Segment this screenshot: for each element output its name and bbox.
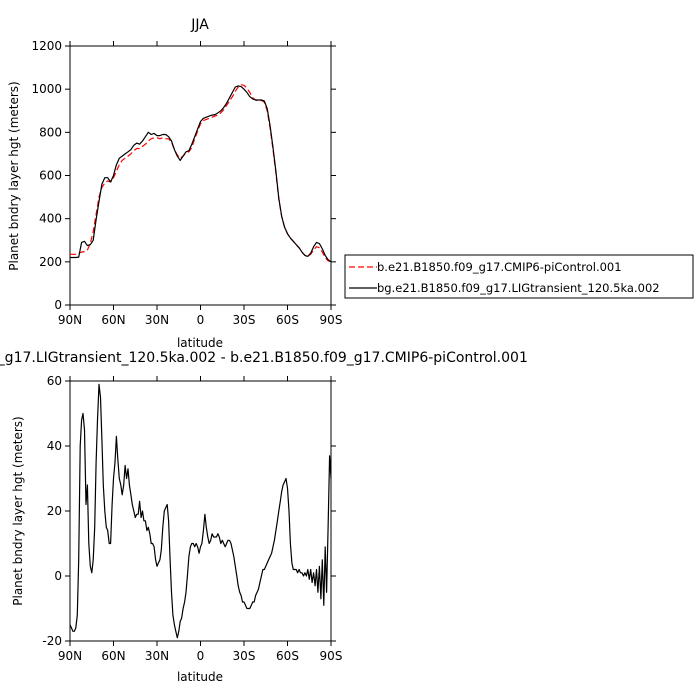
bottom-xlabel: latitude: [177, 670, 223, 684]
legend-label-control: b.e21.B1850.f09_g17.CMIP6-piControl.001: [377, 260, 622, 274]
bottom-ytick-label: -20: [42, 634, 62, 648]
legend-label-transient: bg.e21.B1850.f09_g17.LIGtransient_120.5k…: [377, 281, 660, 295]
bottom-xtick-label: 60N: [101, 649, 125, 663]
bottom-xtick-label: 90S: [320, 649, 343, 663]
bottom-title: bg.e21.B1850.f09_g17.LIGtransient_120.5k…: [0, 350, 528, 366]
top-xtick-label: 90N: [58, 313, 82, 327]
top-series-group: [70, 84, 332, 263]
top-xtick-label: 60S: [276, 313, 299, 327]
top-ytick-label: 200: [39, 255, 62, 269]
legend: b.e21.B1850.f09_g17.CMIP6-piControl.001 …: [344, 254, 694, 299]
bottom-ytick-label: 40: [47, 439, 62, 453]
bottom-axis-ticks: 90N 60N 30N 0 30S 60S 90S -20 0 20 40 60: [42, 374, 342, 663]
bottom-series-line-0: [69, 383, 332, 639]
top-ytick-label: 400: [39, 212, 62, 226]
bottom-xtick-label: 30N: [145, 649, 169, 663]
bottom-xtick-label: 0: [197, 649, 205, 663]
top-ytick-label: 800: [39, 125, 62, 139]
top-ytick-label: 0: [54, 298, 62, 312]
bottom-ytick-label: 60: [47, 374, 62, 388]
bottom-xtick-label: 60S: [276, 649, 299, 663]
legend-box: [344, 254, 694, 299]
top-series-line-1: [70, 85, 332, 263]
top-title: JJA: [190, 17, 209, 33]
top-xlabel: latitude: [177, 336, 223, 350]
top-ylabel: Planet bndry layer hgt (meters): [7, 81, 21, 271]
top-xtick-label: 90S: [320, 313, 343, 327]
top-xtick-label: 0: [197, 313, 205, 327]
top-xtick-label: 60N: [101, 313, 125, 327]
top-xtick-label: 30S: [233, 313, 256, 327]
panel-top: JJA 90N 60N 30N 0 30S 60S 90S 0 200 400 600 800 1000…: [7, 17, 694, 350]
top-series-line-0: [70, 84, 332, 263]
panel-bottom: bg.e21.B1850.f09_g17.LIGtransient_120.5k…: [0, 350, 528, 684]
top-xtick-label: 30N: [145, 313, 169, 327]
bottom-xtick-label: 30S: [233, 649, 256, 663]
bottom-series-group: [69, 383, 332, 639]
bottom-xtick-label: 90N: [58, 649, 82, 663]
top-axis-ticks: 90N 60N 30N 0 30S 60S 90S 0 200 400 600 800 1000 1200: [31, 39, 342, 327]
bottom-plot-frame: [69, 380, 332, 642]
bottom-ytick-label: 0: [54, 569, 62, 583]
top-ytick-label: 1000: [31, 82, 62, 96]
top-plot-frame: [69, 45, 332, 306]
bottom-ytick-label: 20: [47, 504, 62, 518]
top-ytick-label: 1200: [31, 39, 62, 53]
top-ytick-label: 600: [39, 169, 62, 183]
bottom-ylabel: Planet bndry layer hgt (meters): [11, 416, 25, 606]
